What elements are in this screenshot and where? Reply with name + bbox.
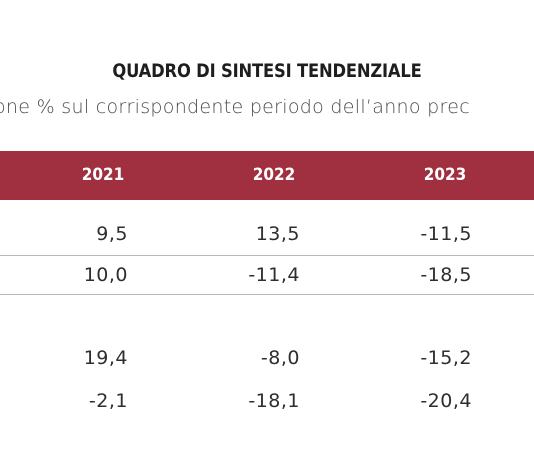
table-cell: 13,5 <box>255 223 300 245</box>
table-cell: -15,2 <box>420 347 472 369</box>
row-divider <box>0 255 534 256</box>
table-cell: 9,5 <box>96 223 128 245</box>
table-cell: -2,1 <box>88 390 128 412</box>
row-divider <box>0 294 534 295</box>
table-cell: -18,5 <box>420 264 472 286</box>
table-cell: -20,4 <box>420 390 472 412</box>
table-cell: -8,0 <box>260 347 300 369</box>
table-header <box>0 151 534 200</box>
table-subtitle: one % sul corrispondente periodo dell’an… <box>0 96 470 118</box>
table-cell: -18,1 <box>248 390 300 412</box>
table-cell: -11,5 <box>420 223 472 245</box>
table-cell: 10,0 <box>83 264 128 286</box>
header-year-2022: 2022 <box>252 165 296 185</box>
table-title: QUADRO DI SINTESI TENDENZIALE <box>112 60 422 82</box>
header-year-2023: 2023 <box>423 165 467 185</box>
table-cell: 19,4 <box>83 347 128 369</box>
table-cell: -11,4 <box>248 264 300 286</box>
header-year-2021: 2021 <box>81 165 125 185</box>
